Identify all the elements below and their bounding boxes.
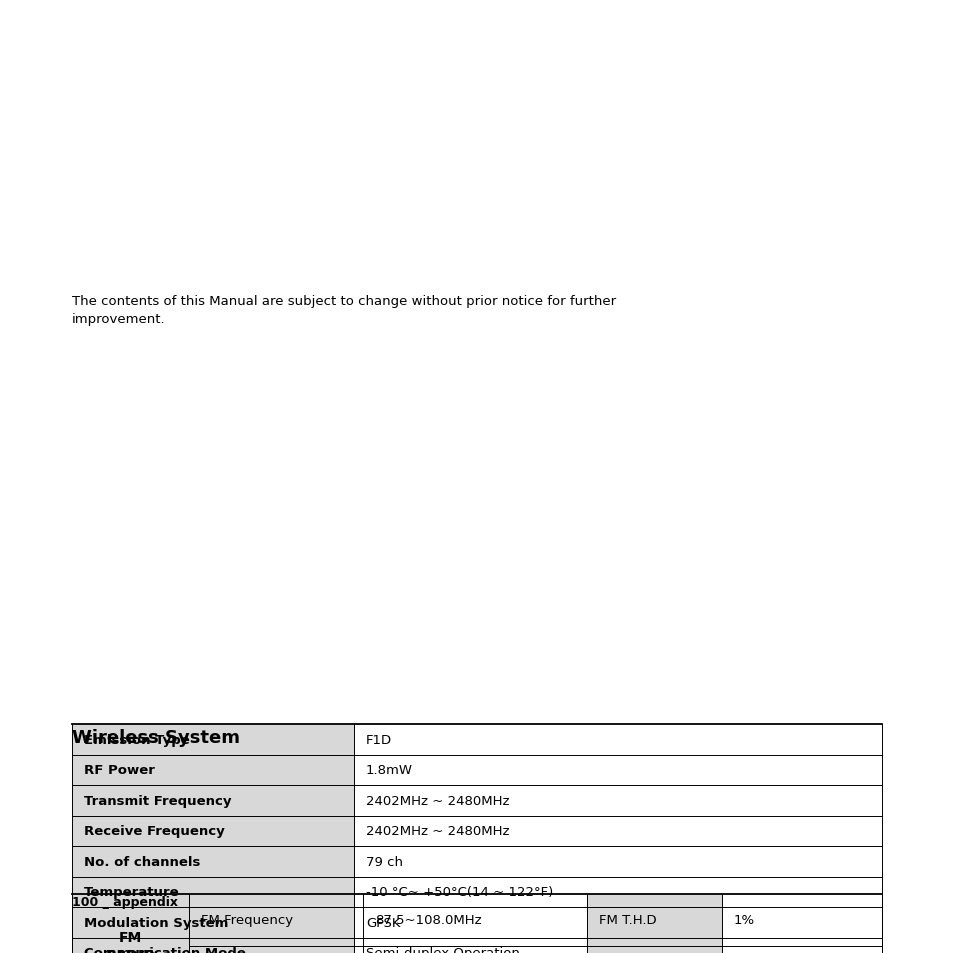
Bar bbox=[586, 894, 721, 953]
Bar bbox=[71, 938, 354, 953]
Bar bbox=[71, 894, 189, 953]
Text: 2402MHz ~ 2480MHz: 2402MHz ~ 2480MHz bbox=[366, 824, 509, 838]
Text: RF Power: RF Power bbox=[84, 763, 154, 777]
Text: The contents of this Manual are subject to change without prior notice for furth: The contents of this Manual are subject … bbox=[71, 294, 616, 326]
Bar bbox=[71, 877, 354, 907]
Text: F1D: F1D bbox=[366, 733, 392, 746]
Bar bbox=[71, 907, 354, 938]
Bar bbox=[71, 785, 354, 816]
Text: Modulation System: Modulation System bbox=[84, 916, 228, 929]
Text: No. of channels: No. of channels bbox=[84, 855, 200, 868]
Text: GFSK: GFSK bbox=[366, 916, 400, 929]
Text: FM
RADIO: FM RADIO bbox=[106, 930, 155, 953]
Text: 87.5~108.0MHz: 87.5~108.0MHz bbox=[375, 914, 481, 926]
Text: Receive Frequency: Receive Frequency bbox=[84, 824, 225, 838]
Text: Semi-duplex Operation: Semi-duplex Operation bbox=[366, 946, 519, 953]
Text: 1.8mW: 1.8mW bbox=[366, 763, 413, 777]
Text: Emission Type: Emission Type bbox=[84, 733, 190, 746]
Text: FM T.H.D: FM T.H.D bbox=[598, 914, 656, 926]
Bar bbox=[71, 816, 354, 846]
Text: 79 ch: 79 ch bbox=[366, 855, 402, 868]
Text: Transmit Frequency: Transmit Frequency bbox=[84, 794, 232, 807]
Text: Communication Mode: Communication Mode bbox=[84, 946, 246, 953]
Text: 100 _ appendix: 100 _ appendix bbox=[71, 895, 178, 908]
Text: 2402MHz ~ 2480MHz: 2402MHz ~ 2480MHz bbox=[366, 794, 509, 807]
Bar bbox=[71, 724, 354, 755]
Text: 1%: 1% bbox=[733, 914, 755, 926]
Text: Temperature: Temperature bbox=[84, 885, 179, 899]
Text: Wireless System: Wireless System bbox=[71, 728, 240, 746]
Text: -10 °C~ +50°C(14 ~ 122°F): -10 °C~ +50°C(14 ~ 122°F) bbox=[366, 885, 553, 899]
Text: FM Frequency: FM Frequency bbox=[201, 914, 293, 926]
Bar bbox=[71, 846, 354, 877]
Bar bbox=[71, 755, 354, 785]
